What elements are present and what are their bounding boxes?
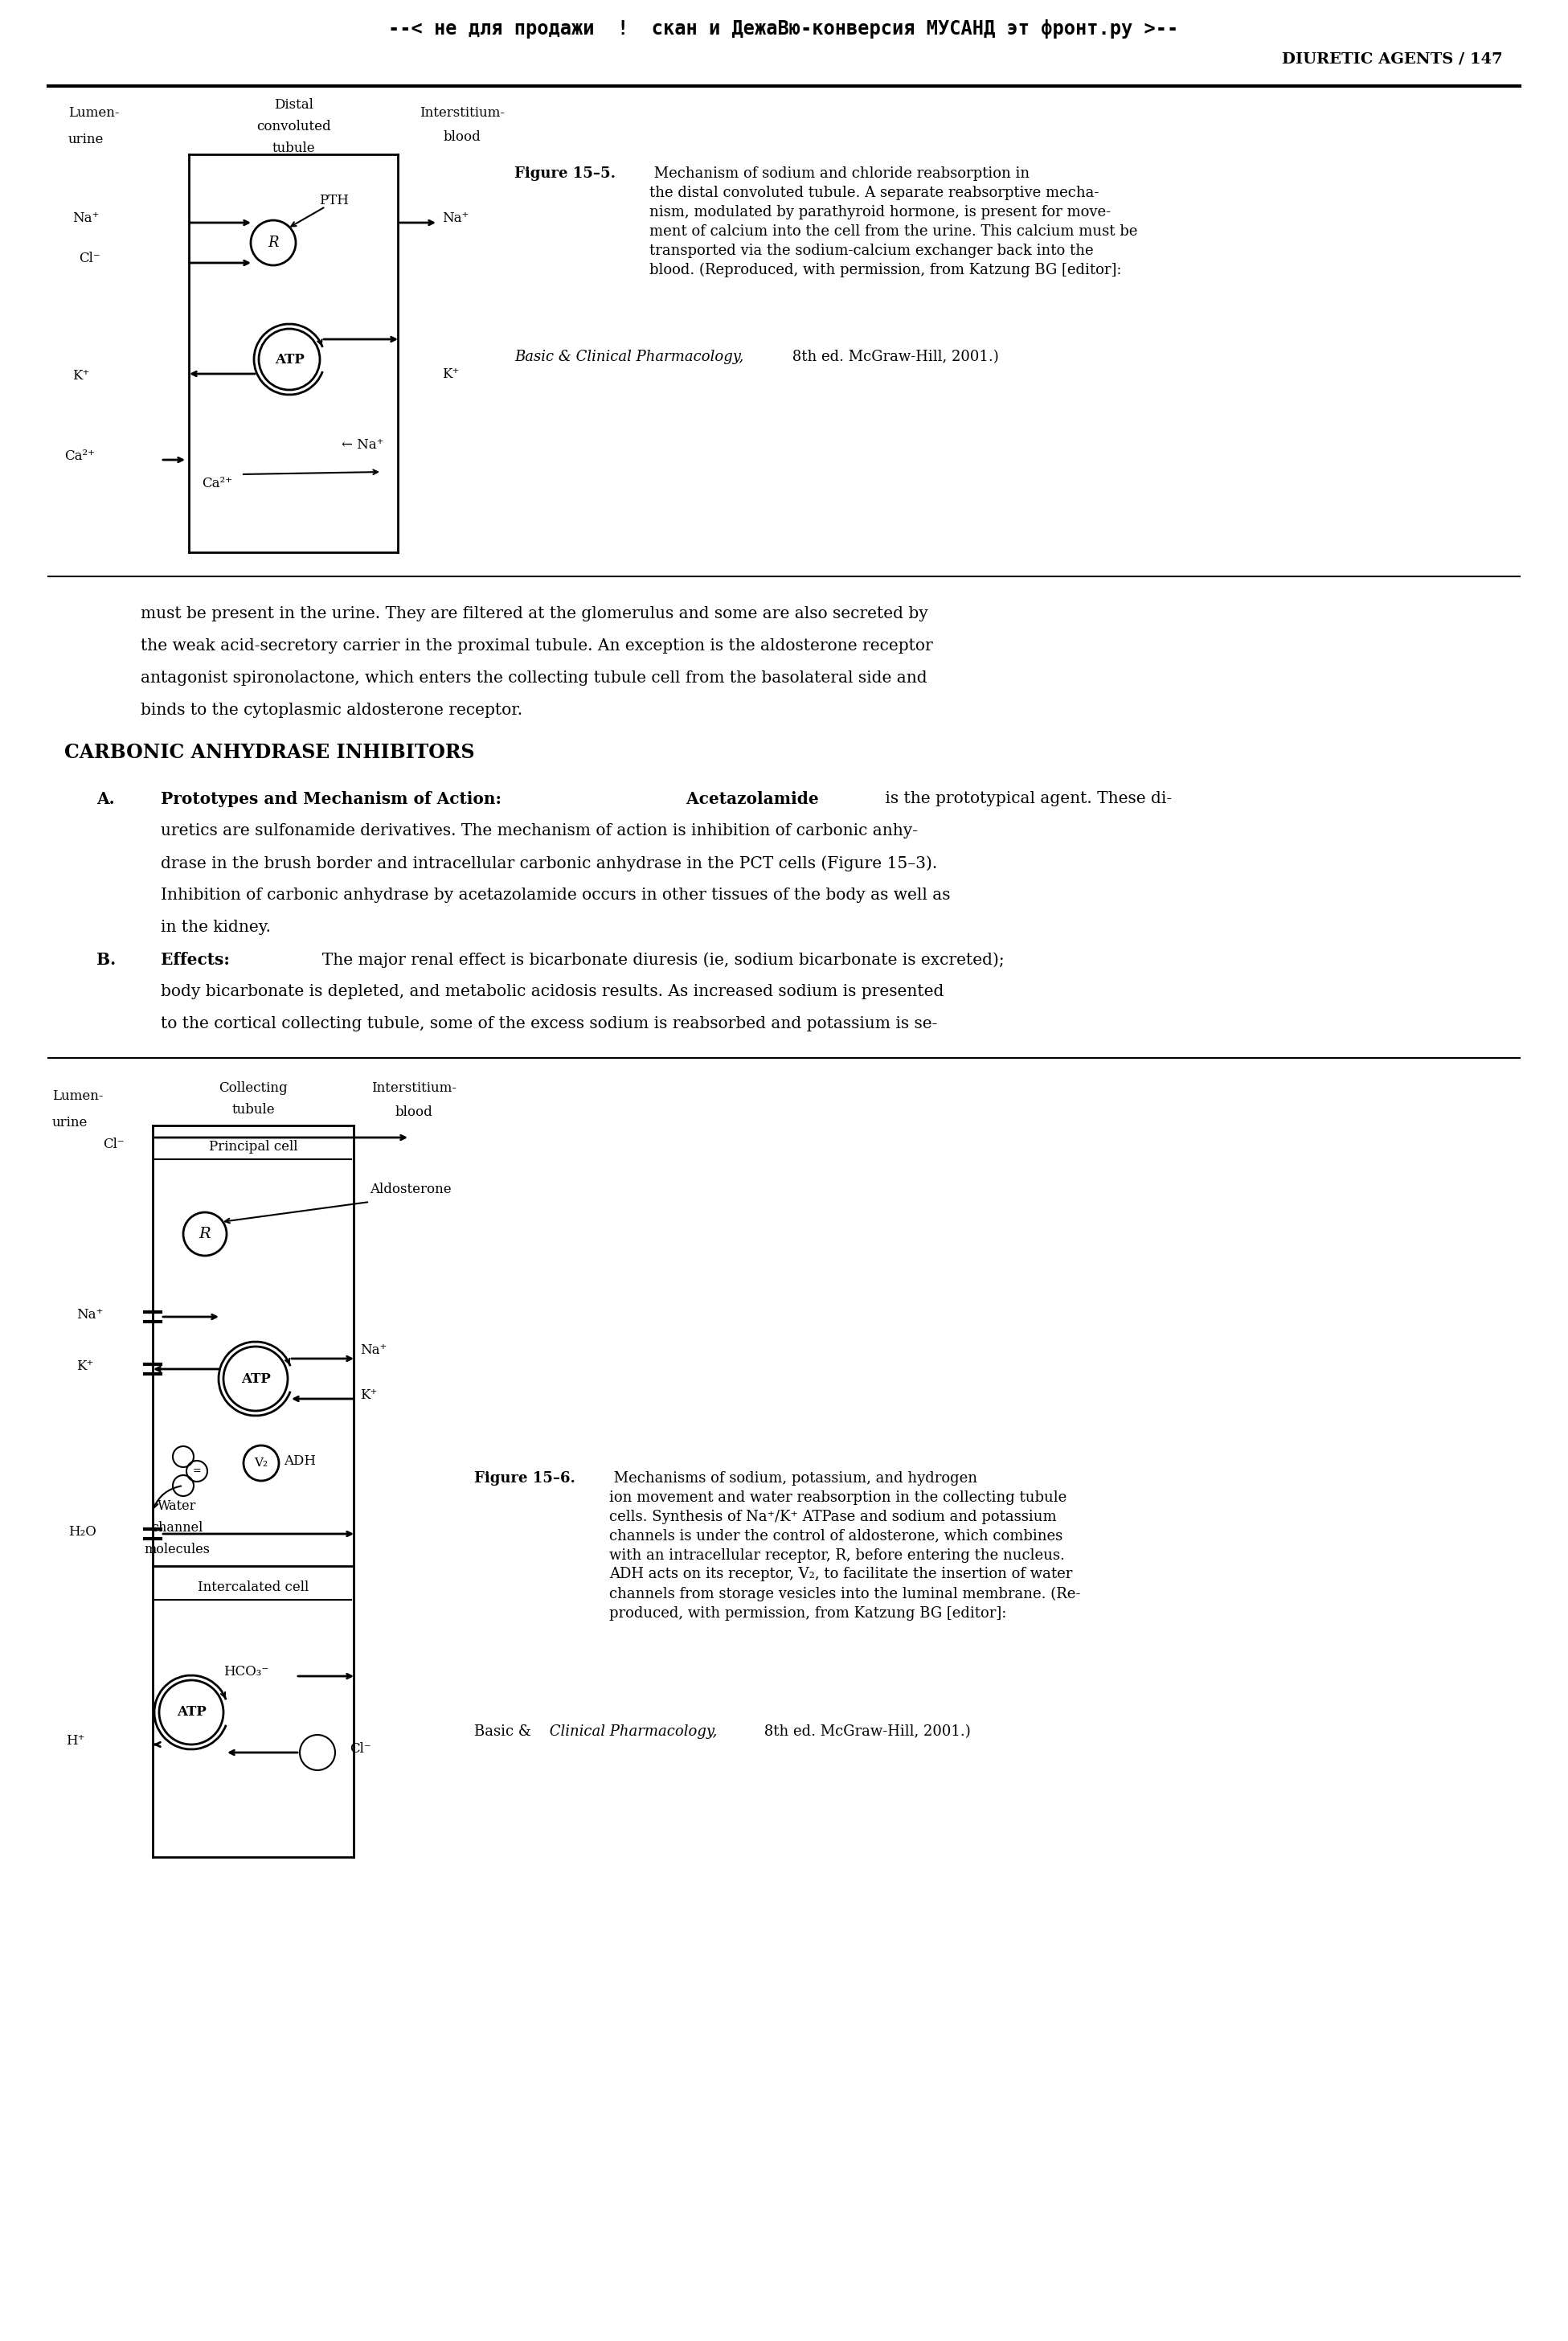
Text: uretics are sulfonamide derivatives. The mechanism of action is inhibition of ca: uretics are sulfonamide derivatives. The… (162, 824, 917, 838)
Text: DIURETIC AGENTS / 147: DIURETIC AGENTS / 147 (1283, 52, 1502, 66)
Text: channel: channel (151, 1522, 202, 1536)
Text: K⁺: K⁺ (442, 368, 459, 382)
Text: R: R (268, 236, 279, 250)
Text: Intercalated cell: Intercalated cell (198, 1580, 309, 1594)
Text: blood: blood (395, 1105, 433, 1119)
Text: 8th ed. McGraw-Hill, 2001.): 8th ed. McGraw-Hill, 2001.) (759, 1725, 971, 1739)
Text: K⁺: K⁺ (72, 368, 89, 382)
Text: ← Na⁺: ← Na⁺ (342, 438, 384, 452)
Text: is the prototypical agent. These di-: is the prototypical agent. These di- (880, 791, 1171, 805)
Text: B.: B. (97, 953, 116, 967)
Text: Aldosterone: Aldosterone (370, 1182, 452, 1196)
Text: antagonist spironolactone, which enters the collecting tubule cell from the baso: antagonist spironolactone, which enters … (141, 670, 927, 686)
Text: Collecting: Collecting (220, 1082, 287, 1096)
Text: A.: A. (97, 791, 114, 808)
Text: K⁺: K⁺ (361, 1388, 378, 1402)
Text: Cl⁻: Cl⁻ (78, 253, 100, 265)
Text: Distal: Distal (274, 98, 314, 112)
Text: ATP: ATP (241, 1372, 270, 1386)
Text: urine: urine (69, 133, 103, 145)
Text: Mechanism of sodium and chloride reabsorption in
the distal convoluted tubule. A: Mechanism of sodium and chloride reabsor… (649, 166, 1137, 276)
Text: Interstitium-: Interstitium- (420, 105, 505, 119)
Text: Acetazolamide: Acetazolamide (676, 791, 818, 808)
Text: urine: urine (52, 1117, 88, 1128)
Text: R: R (199, 1227, 210, 1241)
Text: 8th ed. McGraw-Hill, 2001.): 8th ed. McGraw-Hill, 2001.) (787, 349, 999, 365)
Text: the weak acid-secretory carrier in the proximal tubule. An exception is the aldo: the weak acid-secretory carrier in the p… (141, 639, 933, 653)
Text: body bicarbonate is depleted, and metabolic acidosis results. As increased sodiu: body bicarbonate is depleted, and metabo… (162, 983, 944, 1000)
Text: Cl⁻: Cl⁻ (350, 1742, 372, 1756)
Text: Water: Water (157, 1498, 196, 1512)
Text: in the kidney.: in the kidney. (162, 920, 271, 934)
Text: H⁺: H⁺ (66, 1735, 85, 1746)
Text: Figure 15–5.: Figure 15–5. (514, 166, 616, 180)
Text: Inhibition of carbonic anhydrase by acetazolamide occurs in other tissues of the: Inhibition of carbonic anhydrase by acet… (162, 887, 950, 904)
Text: to the cortical collecting tubule, some of the excess sodium is reabsorbed and p: to the cortical collecting tubule, some … (162, 1016, 938, 1032)
Text: The major renal effect is bicarbonate diuresis (ie, sodium bicarbonate is excret: The major renal effect is bicarbonate di… (312, 953, 1005, 967)
Text: ATP: ATP (177, 1707, 205, 1718)
Text: V₂: V₂ (254, 1458, 268, 1468)
Text: Basic &: Basic & (474, 1725, 532, 1739)
Text: blood: blood (444, 131, 481, 143)
Text: Na⁺: Na⁺ (361, 1344, 387, 1358)
Text: tubule: tubule (271, 140, 315, 155)
Text: ATP: ATP (274, 353, 304, 365)
Text: =: = (193, 1465, 201, 1477)
Text: --< не для продажи  !  скан и ДежаВю-конверсия МУСАНД эт фронт.ру >--: --< не для продажи ! скан и ДежаВю-конве… (389, 19, 1179, 37)
Text: Ca²⁺: Ca²⁺ (202, 478, 232, 492)
Text: Ca²⁺: Ca²⁺ (64, 449, 94, 464)
Text: HCO₃⁻: HCO₃⁻ (223, 1664, 268, 1678)
Text: convoluted: convoluted (256, 119, 331, 133)
Text: Lumen-: Lumen- (69, 105, 119, 119)
Text: ADH: ADH (284, 1454, 315, 1468)
Text: Interstitium-: Interstitium- (372, 1082, 456, 1096)
Text: H₂O: H₂O (69, 1524, 96, 1538)
Text: Prototypes and Mechanism of Action:: Prototypes and Mechanism of Action: (162, 791, 502, 808)
Text: Cl⁻: Cl⁻ (103, 1138, 124, 1152)
Text: Basic & Clinical Pharmacology,: Basic & Clinical Pharmacology, (514, 349, 743, 365)
Text: must be present in the urine. They are filtered at the glomerulus and some are a: must be present in the urine. They are f… (141, 606, 928, 620)
Text: tubule: tubule (232, 1103, 274, 1117)
Text: Principal cell: Principal cell (209, 1140, 298, 1154)
Text: binds to the cytoplasmic aldosterone receptor.: binds to the cytoplasmic aldosterone rec… (141, 702, 522, 719)
Text: drase in the brush border and intracellular carbonic anhydrase in the PCT cells : drase in the brush border and intracellu… (162, 854, 938, 871)
Text: PTH: PTH (318, 194, 348, 208)
Text: molecules: molecules (144, 1543, 210, 1557)
Text: K⁺: K⁺ (77, 1360, 94, 1374)
Text: Mechanisms of sodium, potassium, and hydrogen
ion movement and water reabsorptio: Mechanisms of sodium, potassium, and hyd… (610, 1470, 1080, 1620)
Text: Na⁺: Na⁺ (77, 1309, 103, 1320)
Text: Figure 15–6.: Figure 15–6. (474, 1470, 575, 1487)
Text: Lumen-: Lumen- (52, 1089, 103, 1103)
Text: Clinical Pharmacology,: Clinical Pharmacology, (546, 1725, 717, 1739)
Text: Na⁺: Na⁺ (442, 211, 469, 225)
Text: Na⁺: Na⁺ (72, 211, 99, 225)
Text: CARBONIC ANHYDRASE INHIBITORS: CARBONIC ANHYDRASE INHIBITORS (64, 742, 475, 763)
Text: Effects:: Effects: (162, 953, 230, 967)
